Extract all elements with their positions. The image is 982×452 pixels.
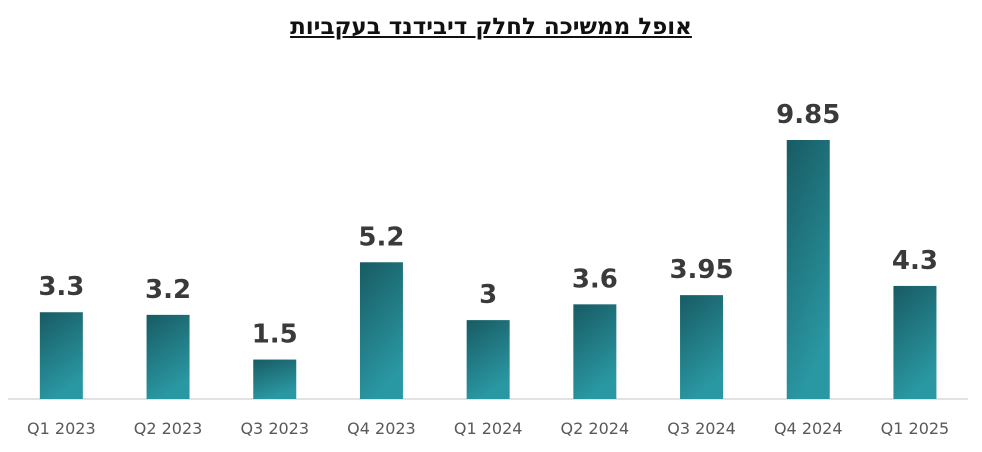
data-label: 1.5	[252, 320, 298, 350]
x-tick-label: Q1 2024	[454, 419, 523, 438]
x-tick-label: Q2 2024	[561, 419, 630, 438]
data-label: 9.85	[776, 100, 840, 130]
bar-q3-2024	[680, 295, 724, 399]
bar-q4-2024	[786, 140, 830, 399]
data-label: 5.2	[358, 222, 404, 252]
data-label: 3.95	[669, 255, 733, 285]
x-tick-label: Q4 2023	[347, 419, 416, 438]
x-tick-label: Q3 2024	[667, 419, 736, 438]
x-tick-label: Q2 2023	[134, 419, 203, 438]
x-tick-label: Q4 2024	[774, 419, 843, 438]
data-label: 3	[479, 280, 497, 310]
x-tick-label: Q1 2025	[881, 419, 950, 438]
bar-q4-2023	[359, 262, 403, 399]
data-label: 3.2	[145, 275, 191, 305]
x-tick-label: Q1 2023	[27, 419, 96, 438]
bar-q1-2024	[466, 320, 510, 399]
chart-title: אופל ממשיכה לחלק דיבידנד בעקביות	[290, 14, 692, 40]
bar-q2-2024	[573, 304, 617, 399]
bar-q1-2025	[893, 285, 937, 399]
x-tick-label: Q3 2023	[240, 419, 309, 438]
bar-q2-2023	[146, 314, 190, 399]
data-label: 4.3	[892, 246, 938, 276]
data-label: 3.3	[38, 272, 84, 302]
bar-q3-2023	[253, 359, 297, 399]
data-label: 3.6	[572, 264, 618, 294]
bar-q1-2023	[39, 312, 83, 399]
